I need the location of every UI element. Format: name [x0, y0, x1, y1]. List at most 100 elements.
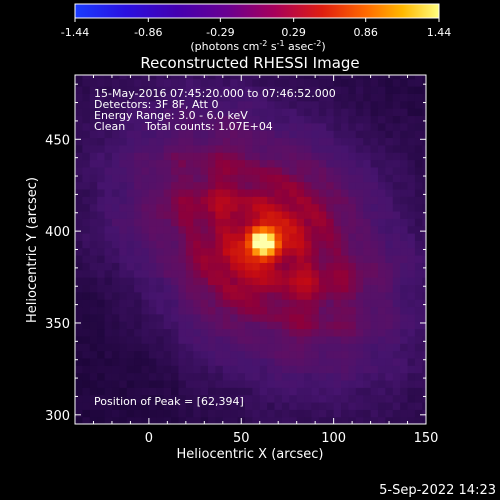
heatmap-image — [75, 75, 426, 424]
heatmap-cell — [363, 306, 372, 315]
heatmap-cell — [281, 401, 290, 410]
heatmap-cell — [333, 343, 342, 352]
heatmap-cell — [326, 409, 335, 418]
heatmap-cell — [377, 122, 386, 131]
heatmap-cell — [141, 299, 150, 308]
heatmap-cell — [289, 137, 298, 146]
heatmap-cell — [222, 115, 231, 124]
heatmap-cell — [97, 328, 106, 337]
heatmap-cell — [111, 181, 120, 190]
heatmap-cell — [178, 409, 187, 418]
heatmap-cell — [141, 166, 150, 175]
heatmap-cell — [208, 350, 216, 359]
heatmap-cell — [97, 247, 106, 256]
heatmap-cell — [237, 240, 246, 249]
heatmap-cell — [119, 174, 128, 183]
heatmap-cell — [148, 75, 157, 80]
heatmap-cell — [111, 269, 120, 278]
heatmap-cell — [407, 247, 416, 256]
heatmap-cell — [422, 328, 426, 337]
heatmap-cell — [341, 100, 350, 109]
heatmap-cell — [377, 394, 386, 403]
heatmap-cell — [156, 188, 165, 197]
heatmap-cell — [318, 188, 327, 197]
heatmap-cell — [193, 78, 202, 87]
heatmap-cell — [97, 93, 106, 102]
heatmap-cell — [244, 321, 253, 330]
heatmap-cell — [392, 343, 401, 352]
heatmap-cell — [208, 203, 216, 212]
heatmap-cell — [193, 335, 202, 344]
heatmap-cell — [281, 255, 290, 263]
heatmap-cell — [126, 86, 135, 94]
heatmap-cell — [348, 100, 357, 109]
heatmap-cell — [407, 387, 416, 396]
heatmap-cell — [126, 122, 135, 131]
heatmap-cell — [178, 225, 187, 234]
heatmap-cell — [296, 152, 305, 161]
heatmap-cell — [89, 409, 98, 418]
heatmap-cell — [400, 299, 409, 308]
heatmap-cell — [148, 416, 157, 424]
heatmap-cell — [178, 291, 187, 300]
heatmap-cell — [267, 240, 276, 249]
heatmap-cell — [244, 394, 253, 403]
heatmap-cell — [82, 291, 91, 300]
heatmap-cell — [111, 357, 120, 366]
heatmap-cell — [222, 416, 231, 424]
heatmap-cell — [252, 335, 261, 344]
heatmap-cell — [267, 350, 276, 359]
heatmap-cell — [104, 196, 113, 205]
heatmap-cell — [208, 387, 216, 396]
heatmap-cell — [414, 372, 423, 381]
heatmap-cell — [185, 416, 194, 424]
heatmap-cell — [377, 328, 386, 337]
heatmap-cell — [237, 350, 246, 359]
heatmap-cell — [215, 115, 224, 124]
heatmap-cell — [377, 401, 386, 410]
heatmap-cell — [370, 277, 379, 285]
heatmap-cell — [119, 232, 128, 241]
heatmap-cell — [267, 166, 276, 175]
heatmap-cell — [326, 328, 335, 337]
heatmap-cell — [267, 306, 276, 315]
heatmap-cell — [400, 181, 409, 190]
heatmap-cell — [311, 357, 320, 366]
heatmap-cell — [348, 196, 357, 205]
heatmap-cell — [348, 269, 357, 278]
heatmap-cell — [230, 210, 239, 219]
heatmap-cell — [274, 108, 283, 117]
heatmap-cell — [259, 218, 268, 227]
heatmap-cell — [126, 277, 135, 285]
heatmap-cell — [348, 284, 357, 293]
heatmap-cell — [104, 401, 113, 410]
heatmap-cell — [370, 166, 379, 175]
heatmap-cell — [363, 255, 372, 263]
heatmap-cell — [244, 159, 253, 168]
heatmap-cell — [244, 188, 253, 197]
heatmap-cell — [422, 93, 426, 102]
heatmap-cell — [156, 166, 165, 175]
heatmap-cell — [400, 365, 409, 374]
heatmap-cell — [104, 232, 113, 241]
heatmap-cell — [267, 122, 276, 131]
heatmap-cell — [104, 137, 113, 146]
heatmap-cell — [200, 343, 209, 352]
heatmap-cell — [126, 137, 135, 146]
heatmap-cell — [289, 247, 298, 256]
heatmap-cell — [296, 306, 305, 315]
heatmap-cell — [75, 394, 83, 403]
heatmap-cell — [148, 328, 157, 337]
heatmap-cell — [392, 313, 401, 322]
heatmap-cell — [333, 401, 342, 410]
heatmap-cell — [244, 78, 253, 87]
heatmap-cell — [141, 372, 150, 381]
heatmap-cell — [141, 93, 150, 102]
heatmap-cell — [252, 152, 261, 161]
heatmap-cell — [75, 262, 83, 271]
heatmap-cell — [111, 130, 120, 139]
heatmap-cell — [208, 130, 216, 139]
heatmap-cell — [185, 159, 194, 168]
heatmap-cell — [252, 218, 261, 227]
heatmap-cell — [222, 372, 231, 381]
